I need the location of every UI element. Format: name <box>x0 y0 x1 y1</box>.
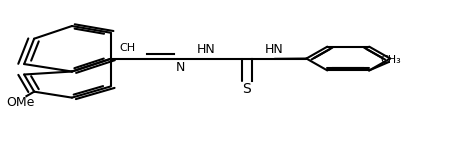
Text: S: S <box>242 82 251 96</box>
Text: HN: HN <box>265 43 284 56</box>
Text: HN: HN <box>197 43 216 56</box>
Text: N: N <box>175 61 185 74</box>
Text: OMe: OMe <box>6 96 34 109</box>
Text: CH: CH <box>120 43 136 53</box>
Text: CH₃: CH₃ <box>380 55 401 65</box>
